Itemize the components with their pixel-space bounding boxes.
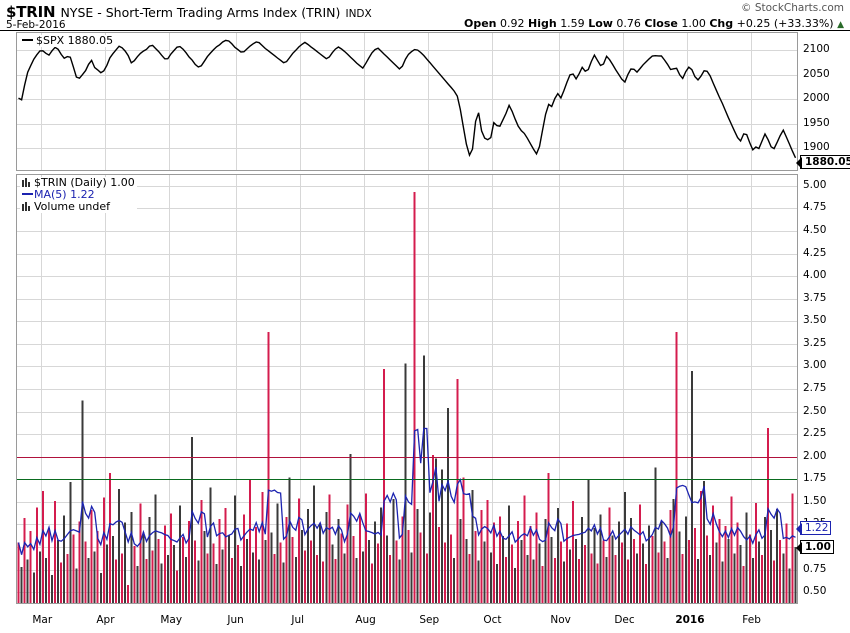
up-arrow-icon: ▲ xyxy=(837,20,844,30)
low-label: Low xyxy=(588,17,613,30)
callout-pointer-icon xyxy=(796,542,802,554)
spx-last-price-callout: 1880.05 xyxy=(796,155,850,169)
trin-y-tick: 3.25 xyxy=(803,336,827,349)
spx-line-swatch-icon xyxy=(22,39,33,41)
close-label: Close xyxy=(644,17,678,30)
trin-legend-price-row: $TRIN (Daily) 1.00 xyxy=(22,177,135,189)
header-divider xyxy=(0,30,850,31)
spx-legend: $SPX 1880.05 xyxy=(20,34,116,47)
close-value: 1.00 xyxy=(681,17,706,30)
trin-y-tick: 0.75 xyxy=(803,562,827,575)
x-axis-tick-jul: Jul xyxy=(291,614,305,626)
trin-y-tick: 0.50 xyxy=(803,585,827,598)
x-axis-tick-sep: Sep xyxy=(419,614,440,626)
high-label: High xyxy=(528,17,557,30)
trin-y-tick: 4.00 xyxy=(803,269,827,282)
trin-y-tick: 1.75 xyxy=(803,472,827,485)
trin-y-tick: 2.50 xyxy=(803,404,827,417)
chart-title: $TRIN NYSE - Short-Term Trading Arms Ind… xyxy=(6,2,372,21)
trin-legend-volume-row: Volume undef xyxy=(22,201,135,213)
trin-y-tick: 4.25 xyxy=(803,246,827,259)
x-axis-tick-aug: Aug xyxy=(355,614,376,626)
open-label: Open xyxy=(463,17,497,30)
spx-y-tick: 1950 xyxy=(803,116,830,129)
x-axis-tick-feb: Feb xyxy=(742,614,761,626)
trin-legend-price-label: $TRIN (Daily) 1.00 xyxy=(34,176,135,189)
symbol-description: NYSE - Short-Term Trading Arms Index (TR… xyxy=(60,5,341,20)
trin-plot-area xyxy=(17,175,797,603)
trin-y-tick: 5.00 xyxy=(803,178,827,191)
x-axis-tick-jun: Jun xyxy=(227,614,244,626)
trin-y-tick: 4.50 xyxy=(803,223,827,236)
volume-bars-icon xyxy=(22,202,31,211)
spx-plot-area xyxy=(17,33,797,170)
x-axis-tick-may: May xyxy=(160,614,183,626)
trin-legend-ma-row: MA(5) 1.22 xyxy=(22,189,135,201)
ma-callout-value: 1.22 xyxy=(805,522,829,534)
low-value: 0.76 xyxy=(616,17,641,30)
spx-y-tick: 2050 xyxy=(803,67,830,80)
x-axis-tick-oct: Oct xyxy=(483,614,502,626)
spx-y-tick: 2000 xyxy=(803,92,830,105)
symbol-exchange-suffix: INDX xyxy=(345,8,372,20)
x-axis-tick-nov: Nov xyxy=(550,614,571,626)
callout-pointer-icon xyxy=(796,157,802,169)
trin-y-tick: 2.75 xyxy=(803,382,827,394)
trin-y-tick: 3.50 xyxy=(803,314,827,327)
x-axis-tick-dec: Dec xyxy=(614,614,635,626)
chart-date: 5-Feb-2016 xyxy=(6,19,66,31)
spx-y-tick: 2100 xyxy=(803,43,830,56)
trin-last-close-callout: 1.00 xyxy=(796,540,834,554)
spx-callout-value: 1880.05 xyxy=(805,156,850,168)
trin-indicator-panel: $TRIN (Daily) 1.00 MA(5) 1.22 Volume und… xyxy=(16,174,798,604)
close-callout-value: 1.00 xyxy=(805,541,831,553)
trin-y-tick: 3.75 xyxy=(803,291,827,304)
quote-bar: Open 0.92 High 1.59 Low 0.76 Close 1.00 … xyxy=(464,17,844,30)
change-label: Chg xyxy=(709,17,734,30)
callout-pointer-icon xyxy=(796,523,802,535)
high-value: 1.59 xyxy=(560,17,585,30)
trin-y-tick: 4.75 xyxy=(803,201,827,214)
x-axis-tick-mar: Mar xyxy=(32,614,53,626)
copyright-notice: © StockCharts.com xyxy=(741,2,844,14)
open-value: 0.92 xyxy=(500,17,525,30)
trin-legend-volume-label: Volume undef xyxy=(34,200,110,213)
trin-legend-ma-label: MA(5) 1.22 xyxy=(34,188,95,201)
x-axis-tick-apr: Apr xyxy=(96,614,115,626)
x-axis-tick-2016: 2016 xyxy=(675,614,705,626)
ma-line-swatch-icon xyxy=(22,193,33,195)
spx-legend-label: $SPX 1880.05 xyxy=(36,34,114,47)
trin-legend: $TRIN (Daily) 1.00 MA(5) 1.22 Volume und… xyxy=(20,177,137,213)
trin-y-tick: 2.25 xyxy=(803,427,827,440)
trin-y-tick: 1.50 xyxy=(803,494,827,507)
spx-price-panel: $SPX 1880.05 xyxy=(16,32,798,171)
ma-last-value-callout: 1.22 xyxy=(796,521,832,535)
spx-y-tick: 1900 xyxy=(803,140,830,153)
change-value: +0.25 (+33.33%) xyxy=(736,17,834,30)
symbol-ticker: $TRIN xyxy=(6,3,56,21)
trin-y-tick: 3.00 xyxy=(803,359,827,372)
trin-y-tick: 2.00 xyxy=(803,449,827,462)
bars-icon xyxy=(22,178,31,187)
